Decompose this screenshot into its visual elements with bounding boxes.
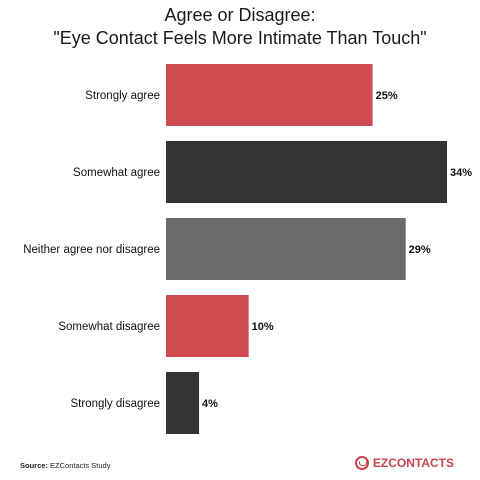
category-label: Somewhat disagree [58,321,160,333]
chart-title-line-2: "Eye Contact Feels More Intimate Than To… [53,28,427,48]
value-label: 4% [202,398,218,410]
category-label: Somewhat agree [73,167,160,179]
value-label: 10% [252,321,274,333]
category-label: Strongly disagree [71,398,161,410]
value-label: 34% [450,167,472,179]
brand-logo: EZCONTACTS [354,456,454,470]
chart-title-line-1: Agree or Disagree: [164,5,316,25]
bar [166,295,249,357]
source-label: Source: [20,461,48,470]
bar [166,141,447,203]
category-label: Strongly agree [85,90,160,102]
chart-title: Agree or Disagree: "Eye Contact Feels Mo… [0,4,480,50]
bar [166,372,200,434]
bar-chart: Strongly agree 25% Somewhat agree 34% Neithe… [23,64,472,434]
bar [166,218,406,280]
value-label: 25% [376,90,398,102]
brand-name: EZCONTACTS [372,456,454,470]
source-text: EZContacts Study [50,461,111,470]
bar [166,64,373,126]
value-label: 29% [409,244,431,256]
category-label: Neither agree nor disagree [23,244,160,256]
eye-logo-icon [354,456,369,470]
source-note: Source: EZContacts Study [20,461,110,470]
